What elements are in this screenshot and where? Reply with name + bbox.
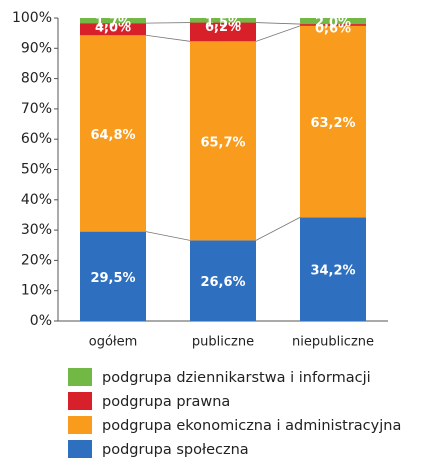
y-tick-label: 30% bbox=[21, 222, 52, 238]
value-label: 26,6% bbox=[200, 275, 245, 290]
connector bbox=[145, 22, 191, 24]
bar-segment bbox=[190, 18, 256, 23]
value-label: 0,6% bbox=[315, 22, 351, 37]
connector bbox=[145, 34, 191, 42]
legend-swatch bbox=[68, 416, 92, 434]
y-tick-label: 20% bbox=[21, 252, 52, 268]
y-tick-label: 10% bbox=[21, 283, 52, 299]
x-tick-label: niepubliczne bbox=[292, 335, 374, 350]
y-tick-label: 0% bbox=[30, 313, 52, 329]
bar-segment bbox=[190, 240, 256, 321]
value-label: 64,8% bbox=[90, 128, 135, 143]
value-label: 34,2% bbox=[310, 264, 355, 279]
value-label: 63,2% bbox=[310, 116, 355, 131]
bar-segment bbox=[300, 24, 366, 26]
value-label: 1,7% bbox=[95, 16, 131, 31]
legend-swatch bbox=[68, 440, 92, 458]
bar-segment bbox=[300, 25, 366, 218]
bar-segment bbox=[300, 18, 366, 25]
legend-label: podgrupa społeczna bbox=[102, 442, 249, 458]
value-label: 1,5% bbox=[205, 16, 241, 31]
connector bbox=[145, 231, 191, 241]
legend-swatch bbox=[68, 392, 92, 410]
bar-segment bbox=[190, 41, 256, 241]
legend-label: podgrupa prawna bbox=[102, 394, 230, 410]
value-label: 2,0% bbox=[315, 16, 351, 31]
connector bbox=[255, 217, 301, 241]
y-tick-label: 60% bbox=[21, 131, 52, 147]
y-tick-label: 70% bbox=[21, 101, 52, 117]
value-label: 65,7% bbox=[200, 135, 245, 150]
bar-segment bbox=[80, 35, 146, 232]
bar-segment bbox=[300, 217, 366, 321]
connector bbox=[255, 25, 301, 42]
y-tick-label: 90% bbox=[21, 40, 52, 56]
legend-label: podgrupa ekonomiczna i administracyjna bbox=[102, 418, 401, 434]
value-label: 4,0% bbox=[95, 21, 131, 36]
y-tick-label: 40% bbox=[21, 192, 52, 208]
legend-swatch bbox=[68, 368, 92, 386]
value-label: 6,2% bbox=[205, 20, 241, 35]
connector bbox=[255, 22, 301, 25]
value-label: 29,5% bbox=[90, 271, 135, 286]
y-tick-label: 100% bbox=[12, 10, 52, 26]
x-tick-label: ogółem bbox=[89, 335, 138, 350]
y-tick-label: 80% bbox=[21, 71, 52, 87]
bar-segment bbox=[190, 22, 256, 42]
y-tick-label: 50% bbox=[21, 162, 52, 178]
x-tick-label: publiczne bbox=[192, 335, 254, 350]
bar-segment bbox=[80, 231, 146, 321]
legend-label: podgrupa dziennikarstwa i informacji bbox=[102, 370, 371, 386]
bar-segment bbox=[80, 23, 146, 36]
bar-segment bbox=[80, 18, 146, 24]
